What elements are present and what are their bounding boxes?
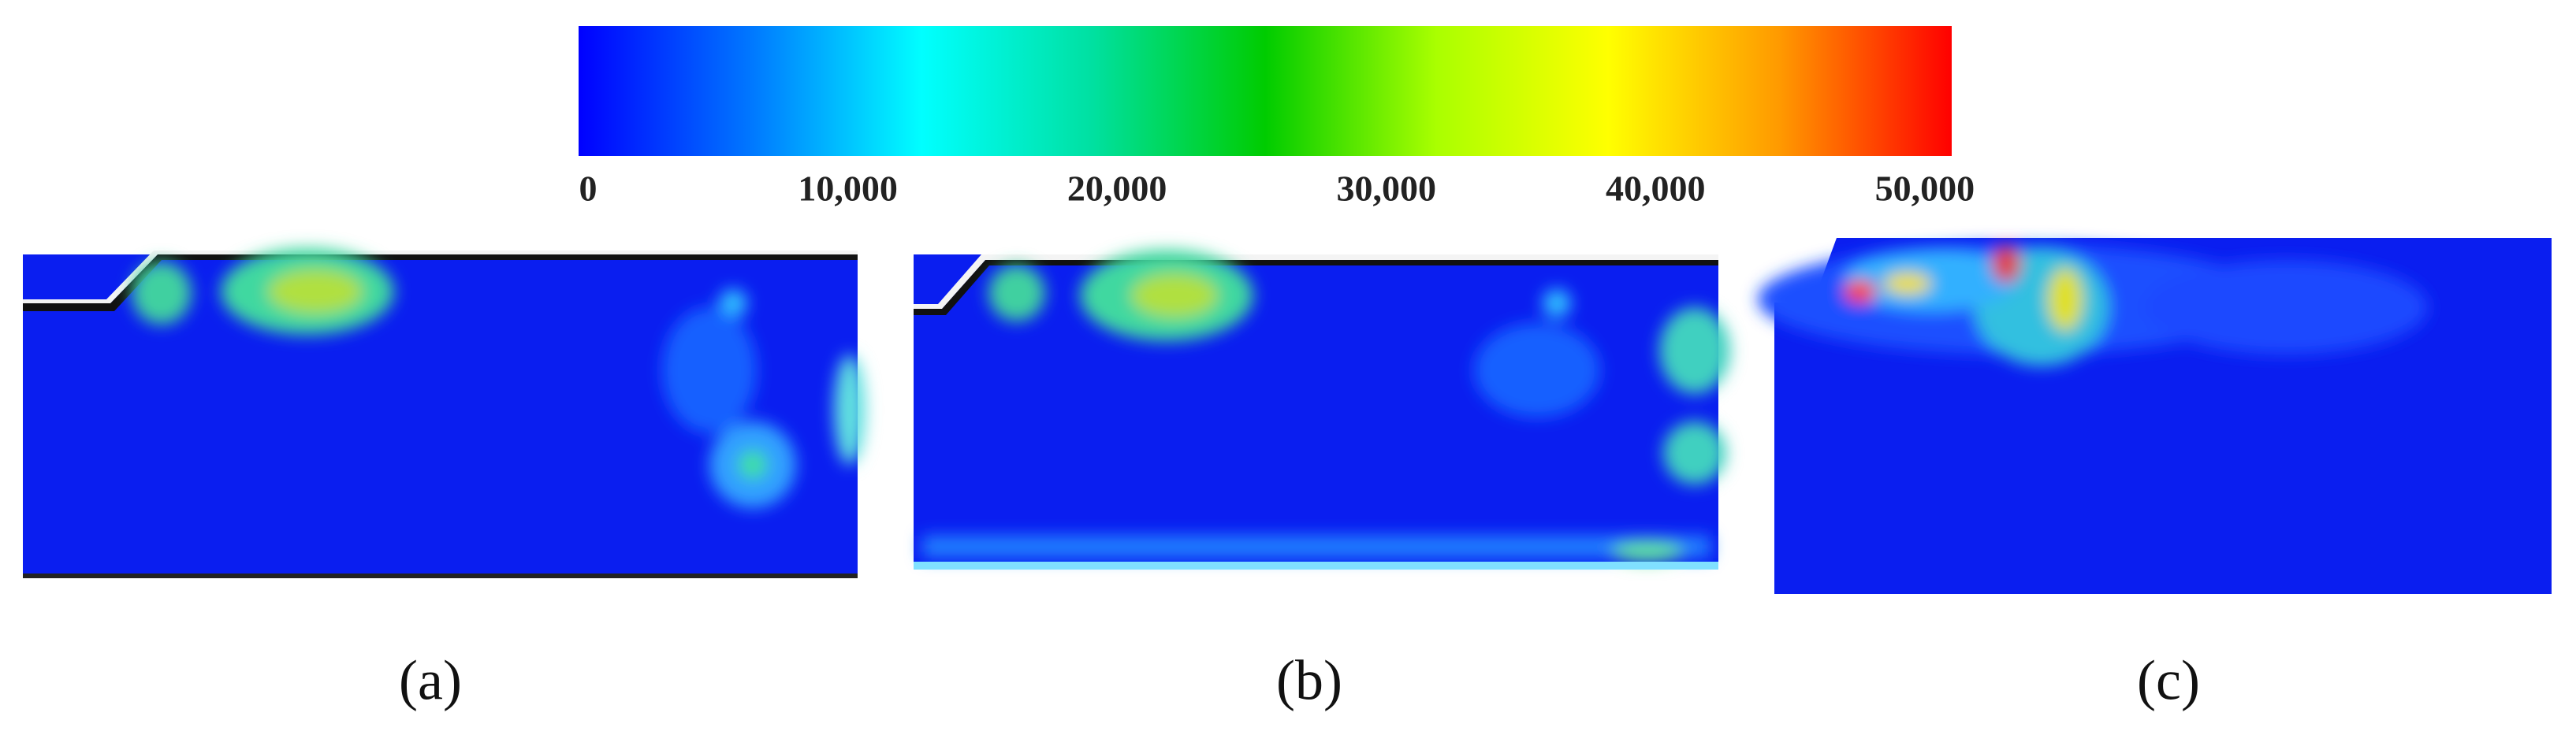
- x-tick-label: 0: [579, 169, 597, 209]
- panel-label: (a): [399, 649, 462, 712]
- contour-panel-c: [1758, 238, 2552, 594]
- x-tick-label: 20,000: [1067, 169, 1167, 209]
- contour-panel-b: [914, 250, 1730, 570]
- colorbar: [579, 26, 1952, 156]
- x-tick-label: 40,000: [1606, 169, 1706, 209]
- x-tick-label: 50,000: [1875, 169, 1975, 209]
- x-tick-label: 10,000: [798, 169, 898, 209]
- panel-label: (c): [2137, 649, 2200, 712]
- x-tick-label: 30,000: [1336, 169, 1436, 209]
- contour-panel-a: [23, 248, 865, 578]
- panel-label: (b): [1276, 649, 1342, 712]
